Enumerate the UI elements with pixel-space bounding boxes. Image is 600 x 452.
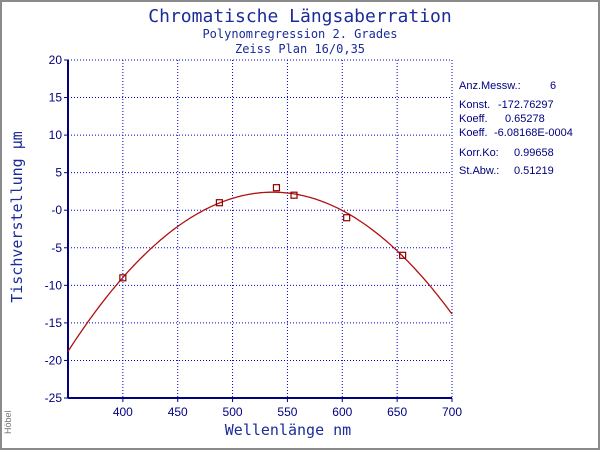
stat-count-label: Anz.Messw.:	[459, 80, 521, 92]
chart-subtitle-1: Polynomregression 2. Grades	[202, 27, 397, 41]
x-tick-label: 500	[223, 405, 243, 419]
chart-subtitle-2: Zeiss Plan 16/0,35	[235, 42, 365, 56]
y-tick-label: -5	[51, 241, 62, 255]
stats-panel: Anz.Messw.: 6 Konst. -172.76297 Koeff. 0…	[459, 80, 573, 177]
stat-coeff2-label: Koeff.	[459, 127, 488, 139]
x-tick-label: 600	[332, 405, 352, 419]
stat-stddev-value: 0.51219	[514, 165, 554, 177]
stat-const-value: -172.76297	[498, 99, 554, 111]
fit-curve	[67, 191, 453, 352]
y-tick-label: -25	[45, 391, 63, 405]
y-tick-label: 15	[49, 91, 63, 105]
data-point	[290, 191, 298, 199]
y-tick-label: -15	[45, 316, 63, 330]
y-axis-label: Tischverstellung µm	[8, 131, 26, 303]
y-tick-label: 20	[49, 53, 63, 67]
axes	[64, 59, 453, 402]
stat-const-label: Konst.	[459, 99, 490, 111]
x-tick-label: 700	[442, 405, 462, 419]
x-tick-label: 450	[168, 405, 188, 419]
chart-title: Chromatische Längsaberration	[148, 6, 451, 27]
data-point	[343, 214, 351, 222]
y-tick-label: 5	[55, 166, 62, 180]
stat-count-value: 6	[550, 80, 556, 92]
stat-corr-value: 0.99658	[514, 147, 554, 159]
stat-coeff1-value: 0.65278	[505, 113, 545, 125]
y-tick-label: -10	[45, 278, 63, 292]
y-tick-label: -20	[45, 353, 63, 367]
stat-corr-label: Korr.Ko:	[459, 147, 499, 159]
grid	[68, 59, 453, 399]
x-axis-label: Wellenlänge nm	[225, 421, 351, 439]
watermark-text: Höbel	[3, 410, 13, 434]
data-point	[272, 184, 281, 192]
x-tick-label: 400	[113, 405, 133, 419]
y-tick-label: -0	[51, 203, 62, 217]
data-point	[119, 274, 127, 282]
x-tick-label: 550	[277, 405, 297, 419]
data-points	[119, 184, 407, 282]
fit-curve-group	[67, 191, 453, 352]
x-tick-label: 650	[387, 405, 407, 419]
data-point	[215, 199, 224, 207]
stat-coeff2-value: -6.08168E-0004	[494, 127, 573, 139]
tick-labels: 400 450 500 550 600 650 700 20 15 10 5 -0 -5 -10 -15 -2…	[45, 53, 463, 419]
y-tick-label: 10	[49, 128, 63, 142]
stat-coeff1-label: Koeff.	[459, 113, 488, 125]
stat-stddev-label: St.Abw.:	[459, 165, 499, 177]
data-point	[399, 251, 407, 259]
